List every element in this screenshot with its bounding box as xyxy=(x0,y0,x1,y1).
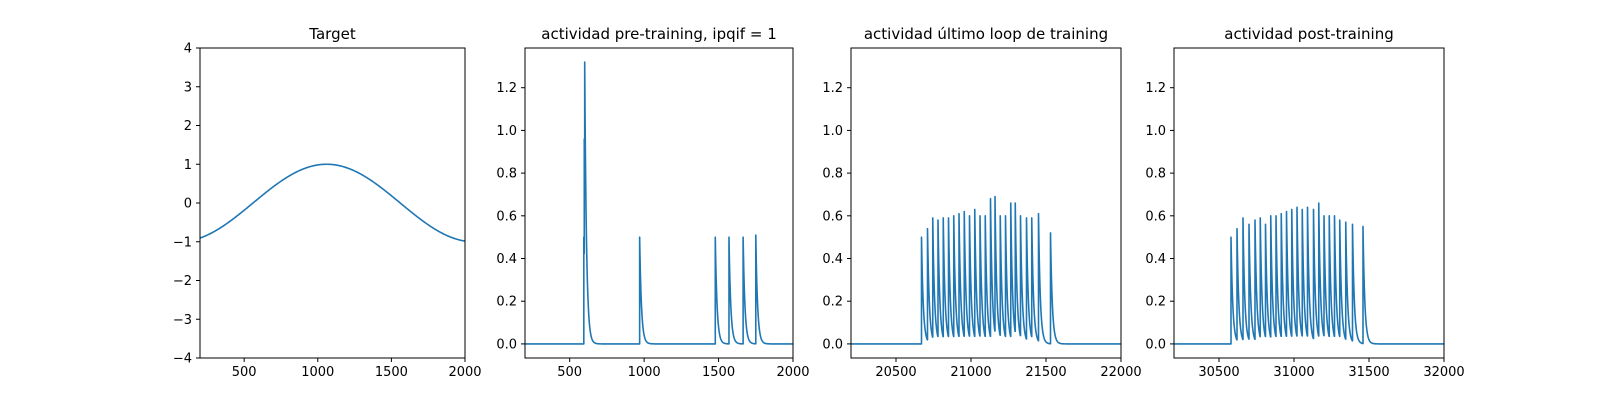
y-tick-label: 0.8 xyxy=(822,167,843,182)
y-tick-label: 4 xyxy=(184,42,192,57)
y-tick-label: 1.0 xyxy=(822,124,843,139)
x-tick-label: 2000 xyxy=(448,365,481,380)
axes-3: 20500 21000 21500 22000 0.0 0.2 0.4 0.6 0.8 1.0 1.… xyxy=(822,25,1141,380)
x-tick-label: 1000 xyxy=(301,365,334,380)
x-tick-label: 1500 xyxy=(375,365,408,380)
series-line-4-1 xyxy=(1174,202,1444,345)
y-tick-label: 0.2 xyxy=(1145,295,1166,310)
x-tick-label: 32000 xyxy=(1423,365,1464,380)
x-tick-label: 31500 xyxy=(1348,365,1389,380)
y-tick-label: 1.0 xyxy=(1145,124,1166,139)
y-tick-label: 0.4 xyxy=(822,252,843,267)
y-tick-label: 1.2 xyxy=(496,81,517,96)
x-tick-label: 500 xyxy=(557,365,582,380)
y-tick-label: 0.6 xyxy=(822,209,843,224)
y-tick-label: 1.0 xyxy=(496,124,517,139)
x-tick-label: 21000 xyxy=(950,365,991,380)
y-tick-label: 3 xyxy=(184,80,192,95)
y-tick-label: 0.2 xyxy=(822,295,843,310)
y-tick-label: 2 xyxy=(184,119,192,134)
axes-title: Target xyxy=(308,25,356,43)
x-tick-label: 2000 xyxy=(776,365,809,380)
x-tick-label: 21500 xyxy=(1025,365,1066,380)
y-tick-label: 0.0 xyxy=(496,337,517,352)
x-tick-label: 22000 xyxy=(1100,365,1141,380)
y-tick-label: 1 xyxy=(184,158,192,173)
x-tick-label: 31000 xyxy=(1273,365,1314,380)
y-tick-label: −1 xyxy=(173,235,192,250)
y-tick-label: 0.8 xyxy=(1145,167,1166,182)
x-tick-label: 20500 xyxy=(875,365,916,380)
axes-frame xyxy=(524,47,794,359)
axes-title: actividad último loop de training xyxy=(864,25,1108,43)
y-tick-label: 1.2 xyxy=(822,81,843,96)
y-tick-label: −3 xyxy=(173,313,192,328)
y-tick-label: 0.4 xyxy=(1145,252,1166,267)
axes-2: 500 1000 1500 2000 0.0 0.2 0.4 0.6 0.8 1.0 1.2 acti… xyxy=(496,25,809,380)
axes-title: actividad pre-training, ipqif = 1 xyxy=(541,25,777,43)
y-tick-label: −4 xyxy=(173,352,192,367)
y-tick-label: 0.0 xyxy=(822,337,843,352)
x-tick-label: 500 xyxy=(232,365,257,380)
y-tick-label: −2 xyxy=(173,274,192,289)
series-line-3-1 xyxy=(851,195,1121,345)
axes-title: actividad post-training xyxy=(1224,25,1393,43)
x-tick-label: 30500 xyxy=(1198,365,1239,380)
y-tick-label: 1.2 xyxy=(1145,81,1166,96)
y-tick-label: 0.6 xyxy=(1145,209,1166,224)
x-tick-label: 1000 xyxy=(628,365,661,380)
y-tick-label: 0.6 xyxy=(496,209,517,224)
y-tick-label: 0.4 xyxy=(496,252,517,267)
axes-frame xyxy=(1173,47,1445,359)
axes-1: 500 1000 1500 2000 −4 −3 −2 −1 0 1 2 3 4 Target xyxy=(173,25,482,380)
y-tick-label: 0.8 xyxy=(496,167,517,182)
y-tick-label: 0.2 xyxy=(496,295,517,310)
x-tick-label: 1500 xyxy=(702,365,735,380)
axes-4: 30500 31000 31500 32000 0.0 0.2 0.4 0.6 0.8 1.0 1.… xyxy=(1145,25,1464,380)
y-tick-label: 0.0 xyxy=(1145,337,1166,352)
series-line-1-1 xyxy=(200,163,465,242)
series-line-2-1 xyxy=(525,61,793,345)
y-tick-label: 0 xyxy=(184,197,192,212)
axes-frame xyxy=(850,47,1122,359)
